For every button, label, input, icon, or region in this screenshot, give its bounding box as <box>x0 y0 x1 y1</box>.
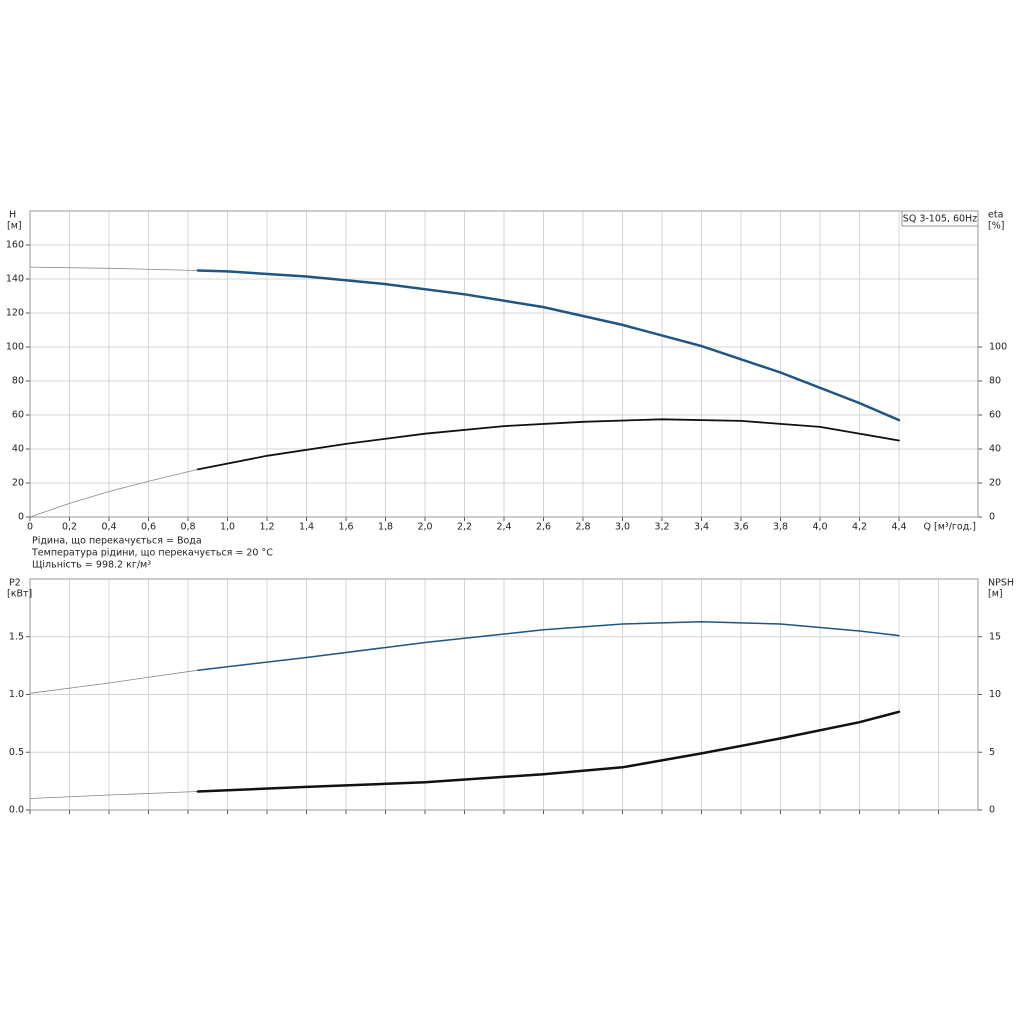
y-tick-label: 1.5 <box>9 631 24 642</box>
x-tick-label: 4,4 <box>891 522 906 533</box>
y-axis-label: P2 <box>9 578 21 589</box>
plot-frame <box>29 578 979 811</box>
y-tick-label: 20 <box>12 478 24 489</box>
curve <box>29 469 199 518</box>
x-tick-label: 0,2 <box>62 522 77 533</box>
y2-tick-label: 60 <box>989 410 1001 421</box>
annotation: Рідина, що перекачується = Вода <box>32 536 202 547</box>
x-tick-label: 3,4 <box>694 522 709 533</box>
x-tick-label: 3,8 <box>773 522 788 533</box>
x-tick-label: 2,6 <box>536 522 551 533</box>
x-tick-label: 0,4 <box>101 522 116 533</box>
x-tick-label: 1,6 <box>338 522 353 533</box>
y2-tick-label: 40 <box>989 444 1001 455</box>
x-tick-label: 2,4 <box>496 522 511 533</box>
y2-axis-unit: [м] <box>988 589 1003 600</box>
y2-tick-label: 80 <box>989 376 1001 387</box>
y-axis-unit: [м] <box>7 221 22 232</box>
x-tick-label: 1,8 <box>378 522 393 533</box>
y-tick-label: 160 <box>6 240 24 251</box>
x-tick-label: 2,0 <box>417 522 432 533</box>
y-tick-label: 80 <box>12 376 24 387</box>
y2-tick-label: 100 <box>989 342 1007 353</box>
legend-box-text: SQ 3-105, 60Hz <box>903 214 977 225</box>
y2-tick-label: 10 <box>989 689 1001 700</box>
y-tick-label: 1.0 <box>9 689 24 700</box>
annotation: Температура рідини, що перекачується = 2… <box>31 548 273 559</box>
y2-tick-label: 5 <box>989 747 995 758</box>
y2-tick-label: 15 <box>989 631 1001 642</box>
x-tick-label: 2,2 <box>457 522 472 533</box>
curve <box>197 620 900 671</box>
y2-axis-label: eta <box>988 210 1003 221</box>
x-tick-label: 0,8 <box>180 522 195 533</box>
y-tick-label: 100 <box>6 342 24 353</box>
curve <box>29 669 199 694</box>
annotation: Щільність = 998.2 кг/м³ <box>32 560 151 571</box>
x-tick-label: 3,6 <box>733 522 748 533</box>
curve <box>196 710 901 793</box>
y-tick-label: 0.0 <box>9 805 24 816</box>
y-tick-label: 40 <box>12 444 24 455</box>
plot-frame <box>29 210 979 518</box>
x-tick-label: 1,2 <box>259 522 274 533</box>
x-tick-label: 0 <box>27 522 33 533</box>
y-tick-label: 0 <box>18 512 24 523</box>
y-tick-label: 120 <box>6 308 24 319</box>
x-tick-label: 0,6 <box>141 522 156 533</box>
y2-tick-label: 0 <box>989 512 995 523</box>
y2-axis-label: NPSH <box>988 578 1014 589</box>
curve <box>29 266 199 271</box>
y2-tick-label: 0 <box>989 805 995 816</box>
x-axis-label: Q [м³/год.] <box>924 522 976 533</box>
curve <box>197 418 900 471</box>
x-tick-label: 3,2 <box>654 522 669 533</box>
x-tick-label: 4,2 <box>852 522 867 533</box>
y2-axis-unit: [%] <box>988 221 1004 232</box>
y-tick-label: 0.5 <box>9 747 24 758</box>
y2-tick-label: 20 <box>989 478 1001 489</box>
x-tick-label: 1,4 <box>299 522 314 533</box>
legend-box <box>901 210 979 227</box>
x-tick-label: 3,0 <box>615 522 630 533</box>
y-axis-label: H <box>9 210 16 221</box>
curve <box>196 269 901 422</box>
curve <box>29 791 199 799</box>
y-axis-unit: [кВт] <box>7 589 32 600</box>
x-tick-label: 2,8 <box>575 522 590 533</box>
y-tick-label: 140 <box>6 274 24 285</box>
x-tick-label: 4,0 <box>812 522 827 533</box>
x-tick-label: 1,0 <box>220 522 235 533</box>
y-tick-label: 60 <box>12 410 24 421</box>
